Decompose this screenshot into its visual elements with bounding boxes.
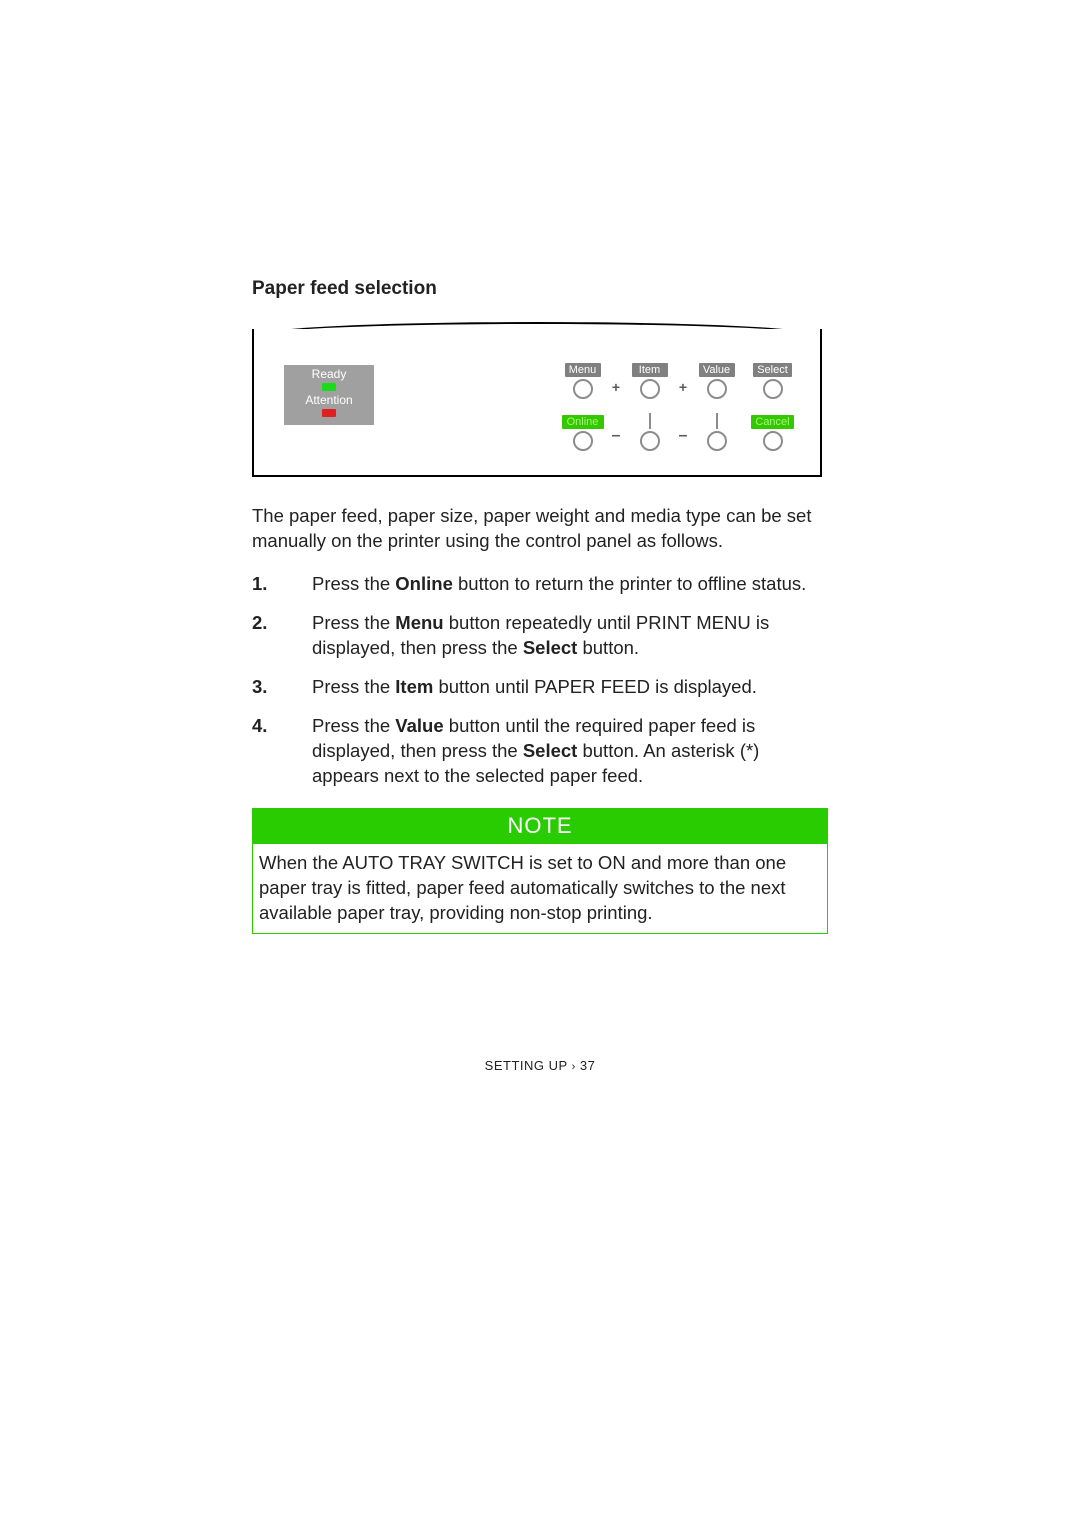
button-row-top: Menu + Item + Value Select bbox=[555, 363, 800, 409]
step-text: button until PAPER FEED is displayed. bbox=[433, 676, 757, 697]
status-indicator-block: Ready Attention bbox=[284, 365, 374, 425]
step-text: button to return the printer to offline … bbox=[453, 573, 806, 594]
attention-label: Attention bbox=[305, 393, 352, 407]
note-header: NOTE bbox=[253, 809, 827, 844]
ready-label: Ready bbox=[312, 367, 347, 381]
step-bold-term: Select bbox=[523, 637, 578, 658]
online-label: Online bbox=[562, 415, 604, 429]
step-text: Press the bbox=[312, 715, 395, 736]
control-panel-illustration: Ready Attention Menu + Item bbox=[252, 322, 822, 477]
cancel-button-col: Cancel bbox=[745, 415, 800, 451]
step-item: Press the Menu button repeatedly until P… bbox=[252, 610, 828, 660]
note-box: NOTE When the AUTO TRAY SWITCH is set to… bbox=[252, 808, 828, 934]
item-button-col: Item bbox=[622, 363, 677, 399]
menu-button-icon bbox=[573, 379, 593, 399]
document-page: Paper feed selection Ready Attention Men… bbox=[0, 0, 1080, 1528]
item-label: Item bbox=[632, 363, 668, 377]
value-button-icon bbox=[707, 379, 727, 399]
value-label: Value bbox=[699, 363, 735, 377]
step-text: Press the bbox=[312, 612, 395, 633]
footer-separator-icon: › bbox=[572, 1061, 576, 1073]
cancel-label: Cancel bbox=[751, 415, 793, 429]
step-text: button. bbox=[577, 637, 639, 658]
value-minus-button-icon bbox=[707, 431, 727, 451]
item-button-icon bbox=[640, 379, 660, 399]
panel-body: Ready Attention Menu + Item bbox=[252, 329, 822, 477]
step-bold-term: Online bbox=[395, 573, 453, 594]
footer-section: SETTING UP bbox=[485, 1058, 568, 1073]
button-row-bottom: Online – – Cancel bbox=[555, 413, 800, 451]
plus-icon: + bbox=[678, 363, 688, 395]
step-item: Press the Value button until the require… bbox=[252, 713, 828, 788]
connector-line-icon bbox=[649, 413, 651, 429]
step-text: Press the bbox=[312, 676, 395, 697]
select-button-icon bbox=[763, 379, 783, 399]
step-bold-term: Value bbox=[395, 715, 443, 736]
section-title: Paper feed selection bbox=[252, 278, 828, 300]
minus-icon: – bbox=[678, 427, 688, 451]
online-button-col: Online bbox=[555, 415, 610, 451]
menu-button-col: Menu bbox=[555, 363, 610, 399]
online-button-icon bbox=[573, 431, 593, 451]
select-label: Select bbox=[753, 363, 792, 377]
step-bold-term: Item bbox=[395, 676, 433, 697]
step-bold-term: Menu bbox=[395, 612, 443, 633]
intro-paragraph: The paper feed, paper size, paper weight… bbox=[252, 503, 828, 553]
value-button-col: Value bbox=[689, 363, 744, 399]
step-bold-term: Select bbox=[523, 740, 578, 761]
value-minus-col bbox=[689, 413, 744, 451]
menu-label: Menu bbox=[565, 363, 601, 377]
button-grid: Menu + Item + Value Select bbox=[555, 363, 800, 451]
ready-led-icon bbox=[322, 383, 336, 391]
cancel-button-icon bbox=[763, 431, 783, 451]
step-item: Press the Online button to return the pr… bbox=[252, 571, 828, 596]
plus-icon: + bbox=[611, 363, 621, 395]
steps-list: Press the Online button to return the pr… bbox=[252, 571, 828, 788]
note-body: When the AUTO TRAY SWITCH is set to ON a… bbox=[253, 844, 827, 933]
connector-line-icon bbox=[716, 413, 718, 429]
select-button-col: Select bbox=[745, 363, 800, 399]
attention-led-icon bbox=[322, 409, 336, 417]
minus-icon: – bbox=[611, 427, 621, 451]
page-footer: SETTING UP › 37 bbox=[0, 1058, 1080, 1073]
step-text: Press the bbox=[312, 573, 395, 594]
item-minus-col bbox=[622, 413, 677, 451]
step-item: Press the Item button until PAPER FEED i… bbox=[252, 674, 828, 699]
item-minus-button-icon bbox=[640, 431, 660, 451]
footer-page-number: 37 bbox=[580, 1058, 595, 1073]
